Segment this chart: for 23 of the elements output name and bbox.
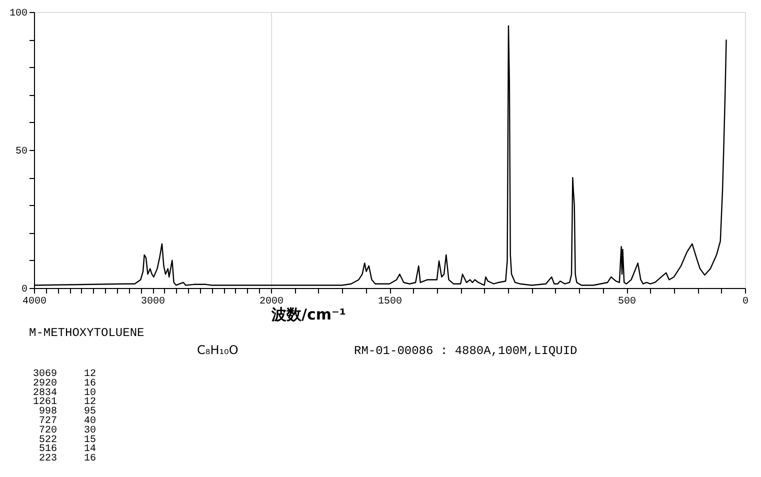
x-tick-label: 4000 bbox=[22, 296, 47, 308]
text: 16 bbox=[84, 378, 96, 390]
text: RM-01-00086 : 4880A,100M,LIQUID bbox=[354, 344, 578, 358]
text: M-METHOXYTOLUENE bbox=[29, 326, 144, 340]
y-tick-label: 0 bbox=[21, 284, 28, 296]
y-tick-label: 100 bbox=[9, 8, 28, 20]
text: 12 bbox=[84, 369, 96, 380]
text: 16 bbox=[84, 454, 96, 465]
x-tick-label: 3000 bbox=[140, 296, 166, 308]
x-tick-label: 2000 bbox=[259, 296, 284, 308]
text: 3069 bbox=[32, 369, 57, 380]
text: C₈H₁₀O bbox=[197, 343, 238, 357]
y-tick-label: 50 bbox=[15, 146, 28, 158]
text: 727 bbox=[38, 416, 57, 427]
x-tick-label: 0 bbox=[742, 296, 749, 308]
text: 30 bbox=[84, 425, 96, 436]
text: 40 bbox=[84, 416, 96, 427]
text: 720 bbox=[38, 425, 57, 436]
text: 2920 bbox=[32, 378, 57, 390]
x-tick-label: 1500 bbox=[378, 296, 402, 308]
x-tick-label: 500 bbox=[618, 296, 636, 308]
x-axis-title: 波数/cm⁻¹ bbox=[270, 306, 346, 324]
text: 223 bbox=[38, 454, 57, 465]
